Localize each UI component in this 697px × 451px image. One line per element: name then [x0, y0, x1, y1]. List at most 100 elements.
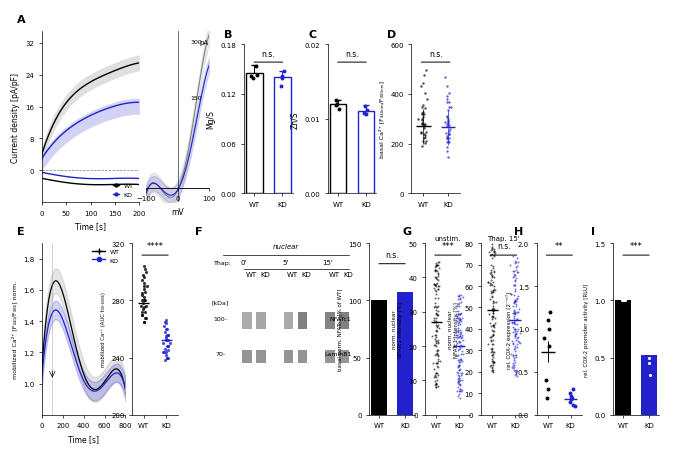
Point: [139, 314, 150, 322]
Point: [487, 313, 498, 320]
WT: [43, 311, 51, 316]
Point: [487, 322, 498, 329]
Point: [508, 299, 519, 306]
Point: [453, 319, 464, 326]
Point: [137, 308, 148, 316]
Point: [430, 373, 441, 381]
Point: [457, 377, 468, 384]
KD: [41, 342, 49, 348]
Point: [137, 300, 148, 307]
Point: [432, 353, 443, 360]
Point: [137, 291, 148, 299]
Point: [453, 369, 464, 377]
Point: [487, 367, 498, 374]
Point: [511, 263, 522, 270]
Text: A: A: [17, 15, 26, 25]
Point: [486, 290, 497, 297]
Point: [508, 339, 519, 346]
Text: 100-: 100-: [213, 317, 227, 322]
Point: [139, 294, 150, 301]
Point: [452, 352, 463, 359]
Point: [618, 297, 629, 304]
Point: [430, 290, 441, 298]
Point: [159, 345, 170, 353]
Point: [452, 334, 464, 341]
Point: [486, 276, 497, 284]
Point: [431, 370, 442, 377]
Point: [453, 343, 464, 350]
Point: [488, 323, 499, 331]
Point: [431, 377, 442, 384]
Point: [483, 311, 494, 318]
Bar: [242, 350, 252, 364]
Text: n.s.: n.s.: [385, 250, 399, 259]
Point: [433, 338, 444, 345]
Point: [275, 83, 286, 90]
Point: [488, 349, 499, 356]
Point: [430, 267, 441, 275]
Point: [486, 268, 497, 276]
Text: 70-: 70-: [215, 351, 225, 356]
Text: pA: pA: [199, 40, 209, 46]
Point: [457, 387, 468, 394]
Point: [454, 345, 466, 352]
Point: [509, 315, 520, 322]
Point: [160, 357, 171, 364]
Point: [512, 309, 523, 316]
Point: [429, 317, 440, 324]
Point: [455, 309, 466, 317]
Point: [444, 131, 455, 138]
Point: [484, 252, 496, 259]
Point: [452, 328, 464, 336]
Point: [512, 268, 523, 276]
Point: [618, 297, 629, 304]
Bar: [256, 350, 266, 364]
Point: [441, 139, 452, 146]
Point: [431, 315, 442, 322]
Point: [455, 335, 466, 342]
Point: [452, 314, 463, 322]
Point: [487, 351, 498, 358]
Line: KD: KD: [42, 310, 125, 391]
Point: [418, 122, 429, 129]
Point: [487, 365, 498, 372]
Point: [433, 259, 444, 266]
Point: [442, 135, 453, 142]
Point: [509, 333, 520, 341]
Point: [487, 361, 498, 368]
Point: [453, 307, 464, 314]
Point: [137, 277, 148, 284]
Point: [456, 388, 467, 395]
X-axis label: Time [s]: Time [s]: [68, 434, 99, 443]
Point: [433, 312, 444, 319]
Point: [453, 292, 464, 299]
Point: [431, 262, 442, 269]
Point: [137, 272, 148, 279]
Point: [487, 310, 498, 317]
Point: [448, 336, 459, 343]
Point: [452, 328, 464, 336]
Point: [430, 360, 441, 367]
Point: [455, 350, 466, 358]
Point: [454, 316, 466, 323]
WT: [69, 93, 77, 98]
Point: [432, 371, 443, 378]
Point: [441, 113, 452, 120]
Point: [454, 361, 465, 368]
Point: [505, 262, 516, 269]
Point: [510, 348, 521, 355]
Point: [452, 318, 463, 325]
Point: [510, 311, 521, 318]
Point: [431, 363, 443, 370]
Point: [452, 295, 464, 303]
Point: [454, 380, 466, 387]
Point: [455, 317, 466, 324]
Point: [162, 343, 174, 350]
Point: [489, 315, 500, 322]
Point: [162, 337, 173, 344]
Point: [489, 327, 500, 334]
Point: [431, 360, 443, 367]
Point: [486, 271, 497, 278]
Point: [487, 341, 498, 348]
Text: 0': 0': [240, 259, 247, 265]
